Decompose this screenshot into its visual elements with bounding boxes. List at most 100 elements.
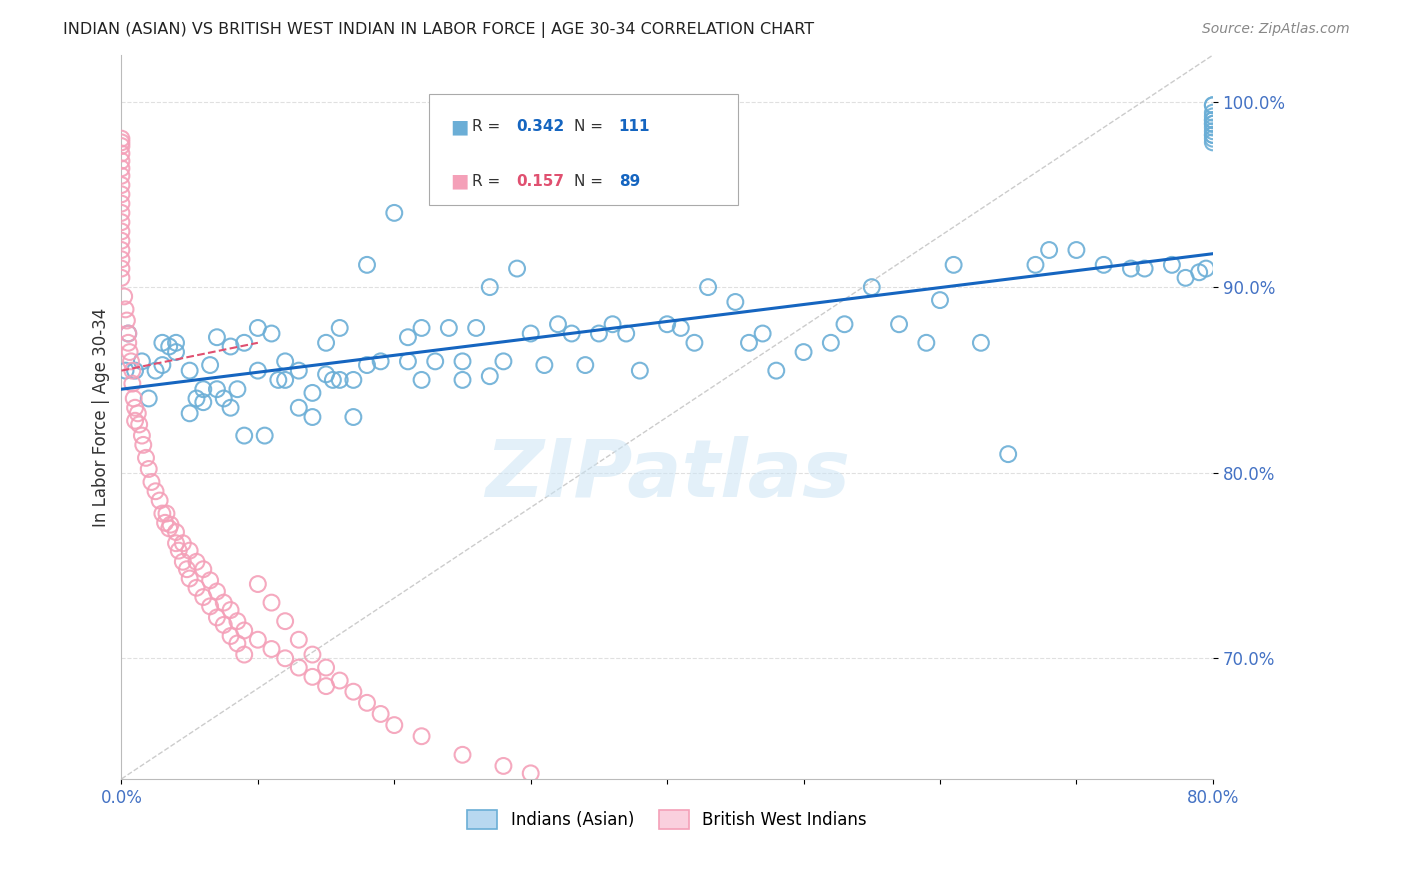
Point (322, 373, 344, 387)
Text: N =: N = (574, 120, 603, 134)
Point (274, 354, 297, 368)
Point (124, 364, 146, 378)
Point (382, 718, 405, 732)
Point (219, 339, 242, 353)
Point (138, 392, 160, 406)
Point (1202, 128, 1225, 142)
Point (1202, 120, 1225, 135)
Point (451, 373, 474, 387)
Point (1202, 98, 1225, 112)
Point (887, 317, 910, 331)
Point (124, 401, 146, 415)
Point (193, 395, 215, 409)
Point (112, 289, 135, 303)
Point (114, 364, 136, 378)
Point (131, 354, 153, 368)
Point (212, 618, 235, 632)
Point (226, 382, 249, 396)
Point (198, 358, 221, 372)
Point (655, 317, 678, 331)
Point (478, 369, 501, 384)
Point (145, 484, 167, 499)
Point (288, 632, 311, 647)
Point (1202, 117, 1225, 131)
Point (205, 382, 228, 396)
Point (110, 146, 132, 161)
Point (186, 581, 208, 595)
Point (1202, 131, 1225, 145)
Point (478, 280, 501, 294)
Point (124, 414, 146, 428)
Point (176, 562, 198, 576)
Point (110, 215, 132, 229)
Point (110, 224, 132, 238)
Point (186, 555, 208, 569)
Point (451, 747, 474, 762)
Point (212, 596, 235, 610)
Point (588, 326, 610, 341)
Point (356, 696, 378, 710)
Point (110, 234, 132, 248)
Point (110, 178, 132, 192)
Point (997, 447, 1019, 461)
Point (131, 428, 153, 442)
Point (127, 406, 149, 420)
Point (233, 335, 256, 350)
Point (724, 295, 747, 310)
Point (506, 261, 529, 276)
Point (519, 766, 541, 780)
Point (165, 525, 187, 540)
Point (260, 326, 283, 341)
Point (141, 475, 163, 489)
Point (315, 660, 337, 674)
Point (437, 321, 460, 335)
Point (205, 330, 228, 344)
Point (157, 339, 180, 353)
Point (561, 326, 583, 341)
Point (315, 679, 337, 693)
Point (1202, 109, 1225, 123)
Point (329, 321, 352, 335)
Point (411, 373, 433, 387)
Point (1174, 270, 1197, 285)
Point (233, 648, 256, 662)
Point (165, 345, 187, 359)
Point (533, 358, 555, 372)
Text: R =: R = (472, 174, 501, 188)
Y-axis label: In Labor Force | Age 30-34: In Labor Force | Age 30-34 (93, 308, 110, 526)
Point (1066, 243, 1088, 257)
Point (150, 507, 173, 521)
Point (219, 629, 242, 643)
Point (669, 321, 692, 335)
Text: 0.157: 0.157 (516, 174, 564, 188)
Point (205, 584, 228, 599)
Point (1195, 261, 1218, 276)
Point (1202, 113, 1225, 128)
Point (260, 642, 283, 657)
Point (193, 562, 215, 576)
Point (1160, 258, 1182, 272)
Point (122, 392, 145, 406)
Point (212, 392, 235, 406)
Point (342, 373, 364, 387)
Point (519, 326, 541, 341)
Point (117, 335, 139, 350)
Point (915, 335, 938, 350)
Point (683, 335, 706, 350)
Point (153, 516, 176, 530)
Point (614, 326, 637, 341)
Text: ■: ■ (450, 171, 468, 191)
Point (1038, 243, 1060, 257)
Point (114, 302, 136, 317)
Point (1092, 258, 1115, 272)
Point (120, 354, 142, 368)
Point (411, 321, 433, 335)
Point (342, 684, 364, 698)
Point (274, 614, 297, 628)
Point (547, 317, 569, 331)
Point (267, 373, 290, 387)
Point (110, 196, 132, 211)
Point (751, 326, 773, 341)
Point (110, 161, 132, 176)
Point (1202, 113, 1225, 128)
